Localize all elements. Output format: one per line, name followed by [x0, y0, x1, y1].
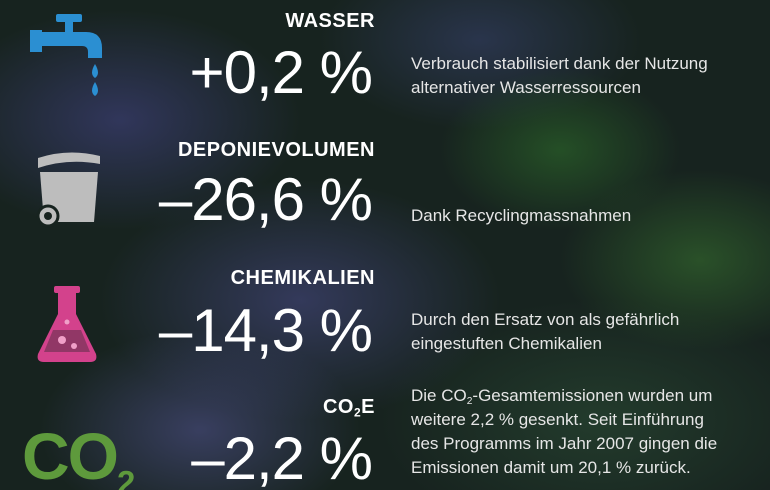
- item-description: Durch den Ersatz von als gefährlich eing…: [411, 308, 679, 356]
- description-text: Die CO: [411, 386, 467, 405]
- item-value: +0,2 %: [189, 39, 373, 106]
- water-icon: [30, 14, 102, 96]
- item-description: Verbrauch stabilisiert dank der Nutzung …: [411, 52, 708, 100]
- item-description: Die CO2-Gesamtemissionen wurden um weite…: [411, 384, 717, 480]
- item-value: –2,2 %: [191, 425, 373, 490]
- item-label: DEPONIEVOLUMEN: [177, 139, 375, 161]
- item-label: CO2E: [323, 396, 375, 419]
- icon-subscript: 2: [117, 463, 135, 490]
- description-line: Die CO2-Gesamtemissionen wurden um: [411, 384, 717, 408]
- description-subscript: 2: [466, 396, 473, 408]
- item-label: WASSER: [285, 10, 375, 32]
- description-line: Verbrauch stabilisiert dank der Nutzung: [411, 54, 708, 73]
- chemicals-icon: [37, 286, 97, 362]
- icon-text: CO: [22, 419, 119, 490]
- item-label: CHEMIKALIEN: [230, 267, 375, 289]
- item-description: Dank Recyclingmassnahmen: [411, 204, 631, 228]
- label-text: E: [361, 396, 375, 418]
- waste-icon: [36, 152, 100, 228]
- description-line: eingestuften Chemikalien: [411, 334, 602, 353]
- co2-icon: CO2: [22, 418, 135, 490]
- description-line: weitere 2,2 % gesenkt. Seit Einführung: [411, 410, 704, 429]
- item-value: –26,6 %: [158, 166, 373, 233]
- description-line: des Programms im Jahr 2007 gingen die: [411, 434, 718, 453]
- label-subscript: 2: [353, 405, 362, 420]
- item-value: –14,3 %: [158, 297, 373, 364]
- description-line: Durch den Ersatz von als gefährlich: [411, 310, 680, 329]
- label-text: CO: [322, 396, 354, 418]
- description-line: Dank Recyclingmassnahmen: [411, 206, 632, 225]
- description-line: alternativer Wasserressourcen: [411, 78, 641, 97]
- description-text: -Gesamtemissionen wurden um: [472, 386, 713, 405]
- description-line: Emissionen damit um 20,1 % zurück.: [411, 458, 691, 477]
